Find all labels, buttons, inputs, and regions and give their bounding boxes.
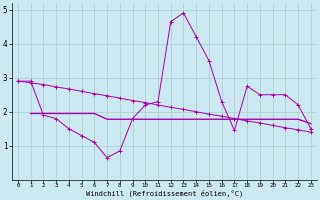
X-axis label: Windchill (Refroidissement éolien,°C): Windchill (Refroidissement éolien,°C) — [86, 190, 243, 197]
